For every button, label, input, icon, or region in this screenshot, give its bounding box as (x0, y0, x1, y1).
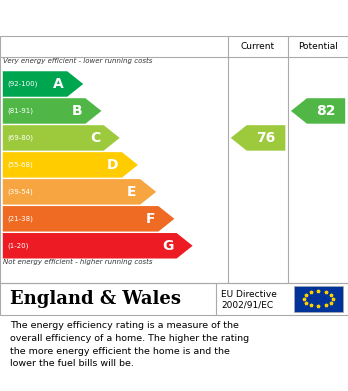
Text: 76: 76 (256, 131, 276, 145)
Polygon shape (3, 179, 156, 204)
Text: E: E (127, 185, 137, 199)
Text: Potential: Potential (298, 42, 338, 51)
Text: F: F (145, 212, 155, 226)
Text: (92-100): (92-100) (7, 81, 37, 87)
Polygon shape (3, 98, 102, 124)
Polygon shape (231, 125, 285, 151)
Bar (294, 286, 343, 312)
Text: (1-20): (1-20) (7, 242, 28, 249)
Polygon shape (3, 206, 174, 231)
Polygon shape (3, 71, 83, 97)
Text: (55-68): (55-68) (7, 161, 33, 168)
Text: A: A (53, 77, 64, 91)
Text: 82: 82 (316, 104, 336, 118)
Text: The energy efficiency rating is a measure of the
overall efficiency of a home. T: The energy efficiency rating is a measur… (10, 321, 250, 368)
Text: Not energy efficient - higher running costs: Not energy efficient - higher running co… (3, 259, 153, 265)
Text: Current: Current (241, 42, 275, 51)
Polygon shape (3, 233, 193, 258)
Text: Energy Efficiency Rating: Energy Efficiency Rating (10, 11, 220, 25)
Text: G: G (162, 239, 173, 253)
Text: EU Directive: EU Directive (221, 291, 277, 300)
Text: B: B (71, 104, 82, 118)
Polygon shape (3, 152, 138, 178)
Text: (69-80): (69-80) (7, 135, 33, 141)
Text: (81-91): (81-91) (7, 108, 33, 114)
Text: (39-54): (39-54) (7, 188, 33, 195)
Text: Very energy efficient - lower running costs: Very energy efficient - lower running co… (3, 58, 153, 64)
Text: 2002/91/EC: 2002/91/EC (221, 301, 273, 310)
Polygon shape (291, 98, 345, 124)
Text: England & Wales: England & Wales (10, 290, 181, 308)
Polygon shape (3, 125, 120, 151)
Text: C: C (90, 131, 100, 145)
Text: D: D (107, 158, 118, 172)
Text: (21-38): (21-38) (7, 215, 33, 222)
